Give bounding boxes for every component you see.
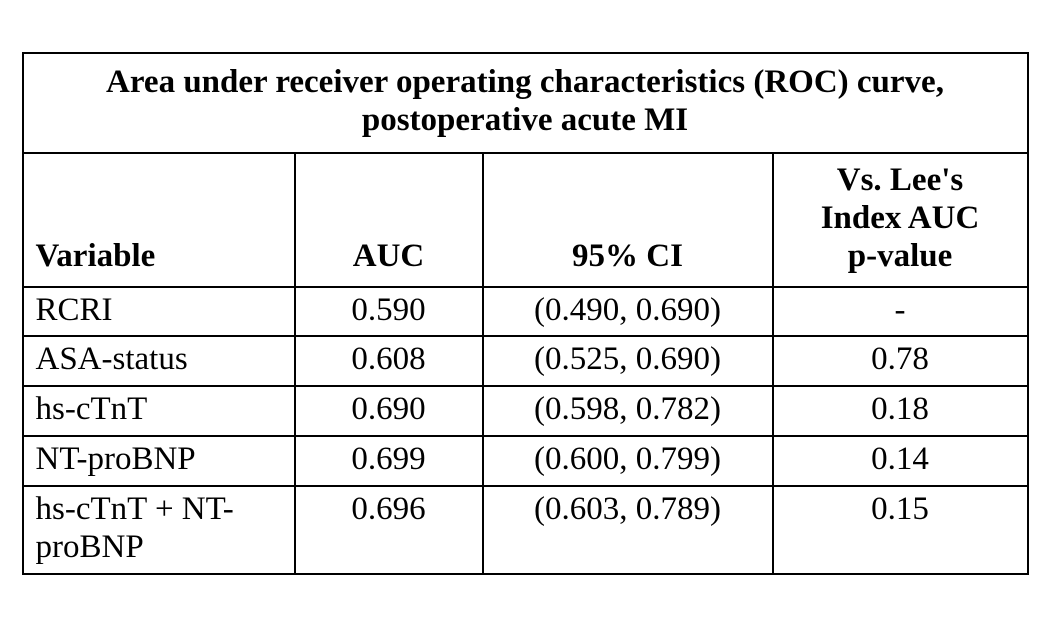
cell-auc: 0.690 bbox=[295, 386, 483, 436]
cell-auc: 0.699 bbox=[295, 436, 483, 486]
cell-ci: (0.603, 0.789) bbox=[483, 486, 773, 574]
col-header-ci: 95% CI bbox=[483, 153, 773, 287]
cell-variable: ASA-status bbox=[23, 336, 295, 386]
col-header-auc: AUC bbox=[295, 153, 483, 287]
table-row: hs-cTnT 0.690 (0.598, 0.782) 0.18 bbox=[23, 386, 1028, 436]
cell-pvalue: 0.14 bbox=[773, 436, 1028, 486]
col-header-pvalue-line1: Vs. Lee's bbox=[784, 162, 1017, 200]
table-row: RCRI 0.590 (0.490, 0.690) - bbox=[23, 287, 1028, 337]
cell-pvalue: - bbox=[773, 287, 1028, 337]
cell-auc: 0.590 bbox=[295, 287, 483, 337]
cell-auc: 0.696 bbox=[295, 486, 483, 574]
cell-ci: (0.598, 0.782) bbox=[483, 386, 773, 436]
col-header-pvalue-line2: Index AUC bbox=[784, 200, 1017, 238]
table-row: hs-cTnT + NT-proBNP 0.696 (0.603, 0.789)… bbox=[23, 486, 1028, 574]
col-header-variable: Variable bbox=[23, 153, 295, 287]
cell-variable: NT-proBNP bbox=[23, 436, 295, 486]
col-header-pvalue: Vs. Lee's Index AUC p-value bbox=[773, 153, 1028, 287]
table-title: Area under receiver operating characteri… bbox=[23, 53, 1028, 153]
cell-pvalue: 0.15 bbox=[773, 486, 1028, 574]
cell-variable: hs-cTnT bbox=[23, 386, 295, 436]
cell-variable: RCRI bbox=[23, 287, 295, 337]
cell-auc: 0.608 bbox=[295, 336, 483, 386]
cell-ci: (0.600, 0.799) bbox=[483, 436, 773, 486]
cell-variable: hs-cTnT + NT-proBNP bbox=[23, 486, 295, 574]
table-row: ASA-status 0.608 (0.525, 0.690) 0.78 bbox=[23, 336, 1028, 386]
cell-variable-text: hs-cTnT + NT-proBNP bbox=[36, 491, 234, 565]
cell-ci: (0.525, 0.690) bbox=[483, 336, 773, 386]
table-header-row: Variable AUC 95% CI Vs. Lee's Index AUC … bbox=[23, 153, 1028, 287]
roc-auc-table: Area under receiver operating characteri… bbox=[22, 52, 1029, 575]
col-header-pvalue-line3: p-value bbox=[784, 238, 1017, 276]
cell-ci: (0.490, 0.690) bbox=[483, 287, 773, 337]
cell-pvalue: 0.18 bbox=[773, 386, 1028, 436]
cell-pvalue: 0.78 bbox=[773, 336, 1028, 386]
table-row: NT-proBNP 0.699 (0.600, 0.799) 0.14 bbox=[23, 436, 1028, 486]
